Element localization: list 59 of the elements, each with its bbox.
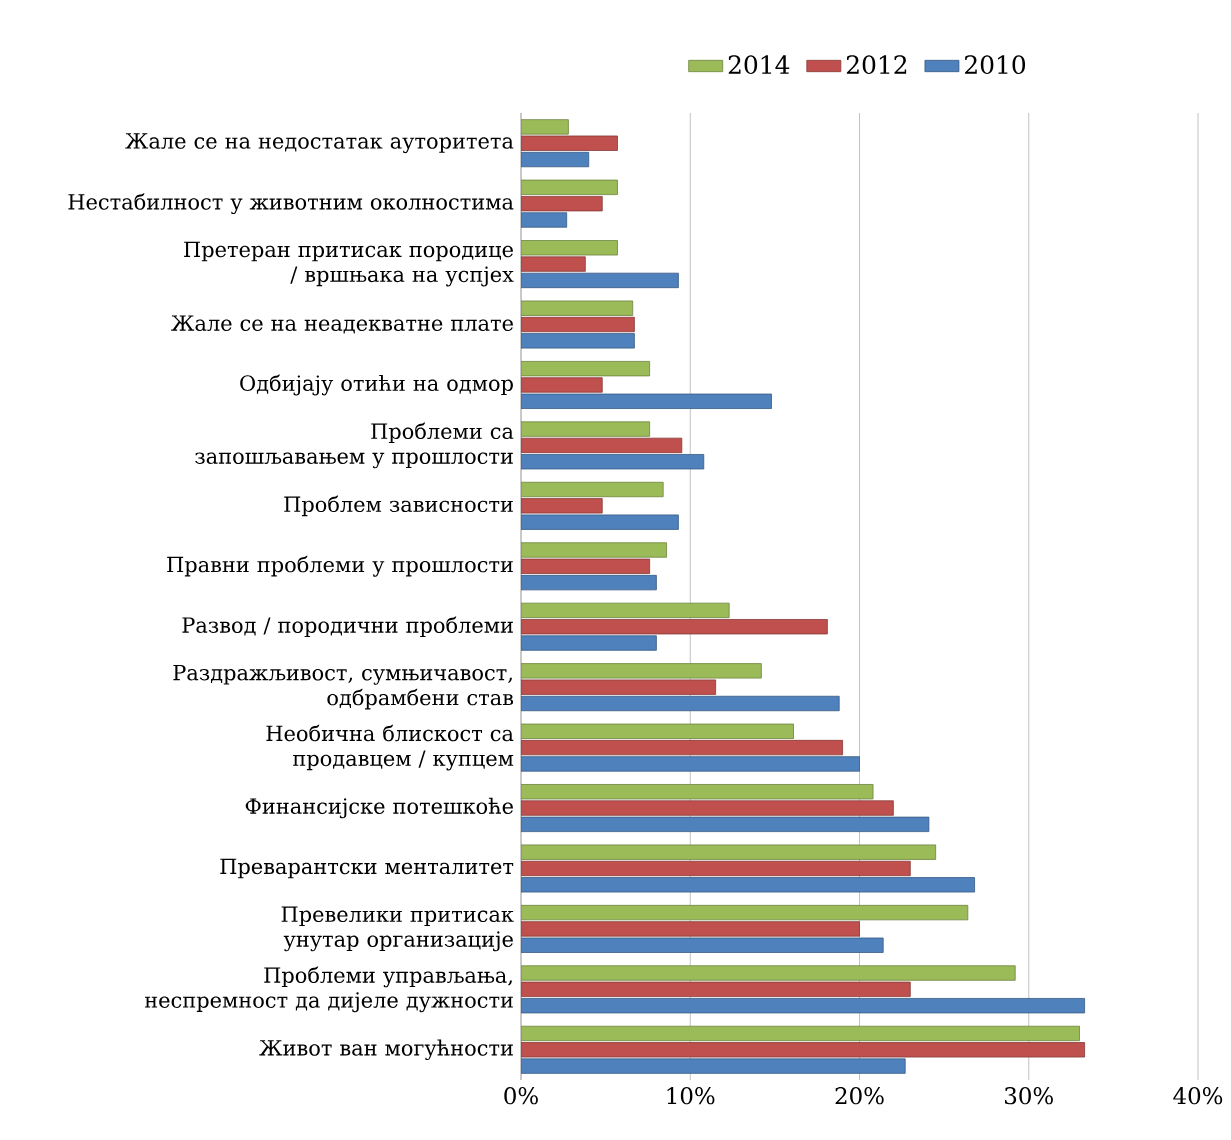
bar [521,844,937,860]
bar [521,558,651,574]
bar [521,1025,1080,1042]
x-tick-label: 10% [667,1087,715,1105]
bar [521,602,730,619]
bar [521,481,664,498]
bar [521,904,969,921]
bar [521,542,667,558]
bar [521,377,603,393]
bar [521,135,618,151]
y-tick-label: Жале се на недостатак ауторитета [125,133,514,154]
bar [521,800,894,816]
bar [521,179,618,195]
y-tick-label: Раздражљивост, сумњичавост, одбрамбени став [173,664,514,710]
y-tick-label: Правни проблеми у прошлости [167,555,513,577]
bar [521,437,683,454]
bar [521,756,860,772]
y-tick-label: Проблеми управљања, неспремност да дијеле дужности [144,966,513,1013]
bar [521,860,911,877]
x-tick-label: 30% [1005,1087,1053,1105]
bar [521,256,586,272]
y-tick-label: Развод / породични проблеми [182,616,513,638]
y-tick-label: Жале се на неадекватне плате [171,315,513,334]
x-tick-label: 40% [1173,1087,1223,1105]
bar [521,921,860,937]
bar [521,361,651,377]
y-tick-label: Проблеми са запошљавањем у прошлости [195,422,514,469]
y-tick-label: Проблем зависности [284,495,513,517]
bar [521,739,843,756]
legend-label: 2012 [846,55,907,75]
y-tick-label: Живот ван могућности [259,1039,513,1061]
y-tick-label: Превелики притисак унутар организације [281,906,514,952]
bar [521,723,794,739]
bar [521,679,717,695]
bar [521,498,603,514]
bar [521,1042,1085,1058]
x-tick-label: 0% [504,1087,538,1105]
bar [521,316,635,333]
legend-label: 2010 [965,55,1026,75]
y-tick-label: Претеран притисак породице / вршњака на успјех [184,241,514,287]
y-tick-label: Необична блискост са продавцем / купцем [266,724,514,771]
bar [521,619,828,635]
legend-label: 2014 [728,55,790,75]
bar [521,240,618,256]
y-tick-label: Одбијају отићи на одмор [240,374,513,396]
bar [521,965,1016,981]
bar [521,784,874,800]
bar [521,421,651,437]
x-tick-label: 20% [835,1087,884,1105]
y-tick-label: Финансијске потешкоће [245,797,513,819]
bar [521,212,568,228]
bar [521,196,603,212]
bar [521,119,569,135]
bar [521,635,657,651]
y-tick-label: Нестабилност у животним околностима [68,193,514,215]
bar [521,981,911,998]
y-tick-label: Преварантски менталитет [220,858,514,879]
bar [521,300,634,316]
bar [521,663,762,679]
